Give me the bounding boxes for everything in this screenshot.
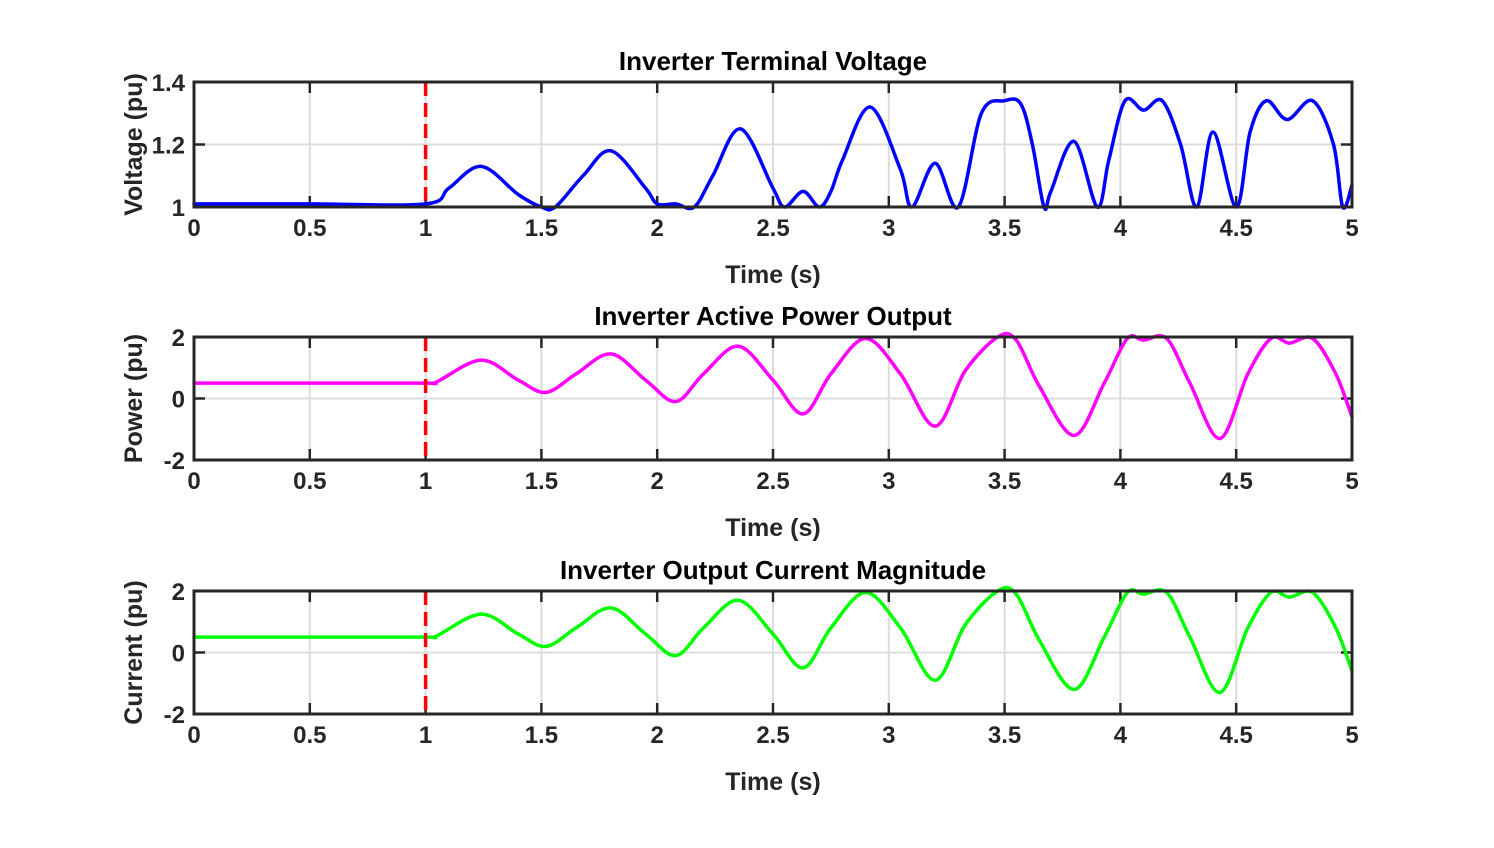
x-tick-label: 2.5 bbox=[756, 722, 789, 749]
x-tick-label: 0 bbox=[187, 468, 200, 495]
x-tick-label: 2 bbox=[651, 722, 664, 749]
x-tick-label: 3 bbox=[882, 722, 895, 749]
x-tick-label: 5 bbox=[1345, 722, 1358, 749]
x-tick-label: 5 bbox=[1345, 215, 1358, 242]
x-tick-label: 5 bbox=[1345, 468, 1358, 495]
y-tick-label: 2 bbox=[172, 579, 185, 606]
x-tick-label: 1 bbox=[419, 468, 432, 495]
x-tick-label: 3.5 bbox=[988, 215, 1021, 242]
x-axis-label: Time (s) bbox=[725, 514, 820, 542]
x-tick-label: 2.5 bbox=[756, 468, 789, 495]
series-line-1 bbox=[192, 585, 1354, 695]
y-tick-label: -2 bbox=[164, 448, 185, 475]
x-tick-label: 0.5 bbox=[293, 468, 326, 495]
chart-title: Inverter Active Power Output bbox=[594, 301, 952, 331]
y-tick-label: 1.2 bbox=[152, 133, 185, 160]
series-line-1 bbox=[192, 96, 1354, 212]
y-tick-label: 0 bbox=[172, 641, 185, 668]
x-tick-label: 4 bbox=[1114, 468, 1128, 495]
x-axis-label: Time (s) bbox=[725, 768, 820, 796]
x-axis-label: Time (s) bbox=[725, 261, 820, 289]
y-tick-label: 1.4 bbox=[152, 70, 186, 97]
chart-title: Inverter Terminal Voltage bbox=[619, 46, 927, 76]
y-tick-label: 0 bbox=[172, 387, 185, 414]
axes-box bbox=[192, 589, 1354, 716]
x-tick-label: 4 bbox=[1114, 215, 1128, 242]
chart-title: Inverter Output Current Magnitude bbox=[560, 555, 986, 585]
panel-1: 0 0.5 1 1.5 2 2.5 3 3.5 4 4.5 5 1 1.2 1.4 Inverter Ter… bbox=[120, 46, 1359, 289]
y-tick-label: 2 bbox=[172, 325, 185, 352]
x-tick-label: 1 bbox=[419, 215, 432, 242]
y-tick-label: -2 bbox=[164, 702, 185, 729]
x-tick-label: 2 bbox=[651, 215, 664, 242]
x-tick-label: 0 bbox=[187, 215, 200, 242]
x-tick-label: 0.5 bbox=[293, 722, 326, 749]
x-tick-label: 3.5 bbox=[988, 722, 1021, 749]
x-tick-label: 3 bbox=[882, 215, 895, 242]
x-tick-label: 1.5 bbox=[525, 722, 558, 749]
x-tick-label: 4.5 bbox=[1220, 722, 1253, 749]
x-tick-label: 3 bbox=[882, 468, 895, 495]
x-tick-label: 2.5 bbox=[756, 215, 789, 242]
y-axis-label: Power (pu) bbox=[120, 334, 148, 463]
x-tick-label: 4 bbox=[1114, 722, 1128, 749]
x-tick-label: 2 bbox=[651, 468, 664, 495]
y-tick-label: 1 bbox=[172, 195, 185, 222]
series-line-1 bbox=[192, 331, 1354, 441]
x-tick-label: 4.5 bbox=[1220, 215, 1253, 242]
y-axis-label: Current (pu) bbox=[120, 580, 148, 724]
x-tick-label: 1.5 bbox=[525, 215, 558, 242]
x-tick-label: 0.5 bbox=[293, 215, 326, 242]
y-axis-label: Voltage (pu) bbox=[120, 73, 148, 216]
x-tick-label: 1.5 bbox=[525, 468, 558, 495]
x-tick-label: 4.5 bbox=[1220, 468, 1253, 495]
x-tick-label: 1 bbox=[419, 722, 432, 749]
axes-box bbox=[192, 80, 1354, 209]
x-tick-label: 0 bbox=[187, 722, 200, 749]
axes-box bbox=[192, 335, 1354, 462]
x-tick-label: 3.5 bbox=[988, 468, 1021, 495]
